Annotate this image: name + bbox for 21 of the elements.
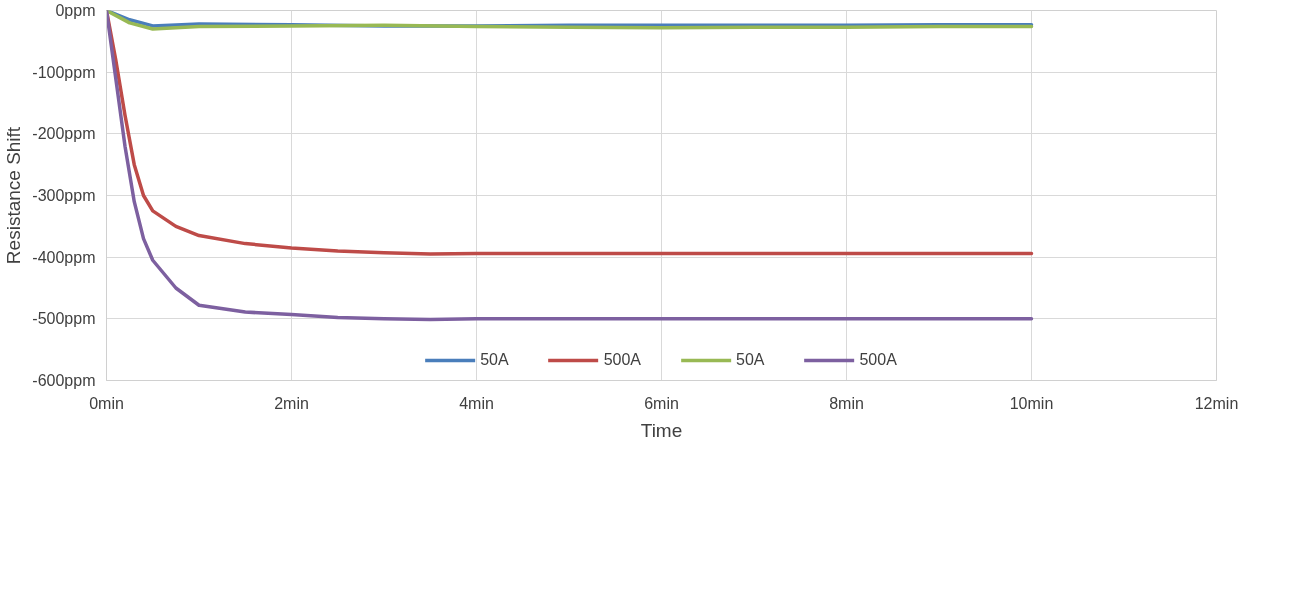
- x-tick-label: 10min: [1009, 394, 1054, 412]
- x-tick-label: 8min: [829, 394, 864, 412]
- y-tick-label: -200ppm: [32, 125, 96, 143]
- x-tick-label: 2min: [274, 394, 309, 412]
- y-tick-label: -300ppm: [32, 187, 96, 204]
- y-tick-label: -500ppm: [32, 310, 96, 328]
- y-tick-label: 0ppm: [55, 2, 96, 19]
- line-series: [106, 10, 1034, 322]
- legend-label: 50A: [736, 351, 765, 369]
- x-tick-label: 4min: [459, 394, 494, 412]
- x-tick-label: 0min: [89, 394, 124, 412]
- x-tick-label: 12min: [1194, 394, 1239, 412]
- legend-label: 50A: [480, 351, 509, 369]
- y-tick-label: -100ppm: [32, 63, 96, 81]
- y-tick-label: -400ppm: [32, 248, 96, 266]
- y-tick-label: -600ppm: [32, 372, 96, 389]
- x-axis-title: Time: [640, 419, 683, 441]
- legend-label: 500A: [859, 351, 897, 369]
- legend-label: 500A: [603, 351, 641, 369]
- y-axis-title: Resistance Shift: [3, 126, 25, 265]
- x-tick-label: 6min: [644, 394, 679, 412]
